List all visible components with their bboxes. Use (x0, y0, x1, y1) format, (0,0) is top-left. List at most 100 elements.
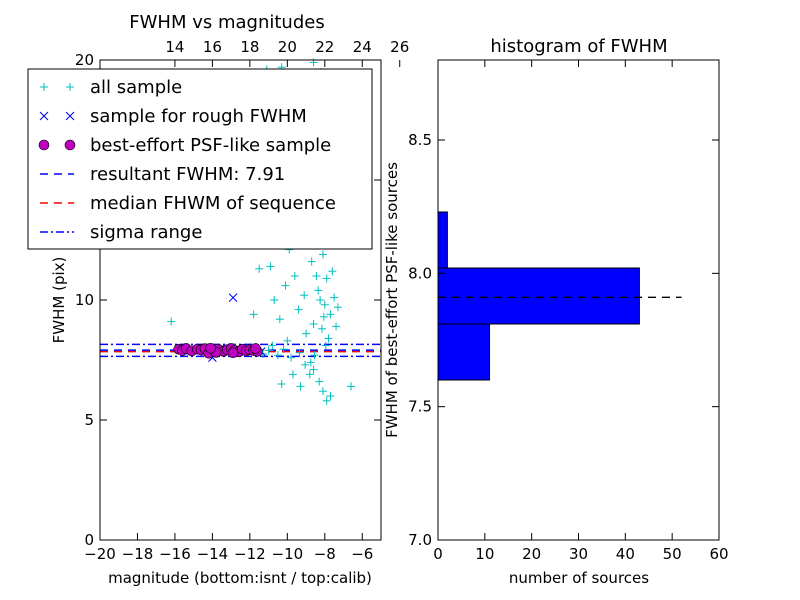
y-tick-label: 5 (84, 411, 94, 429)
all-sample-point (309, 320, 318, 328)
histogram-xlabel: number of sources (509, 569, 649, 587)
top-tick-label: 22 (315, 38, 334, 56)
all-sample-point (288, 370, 297, 379)
all-sample-point (264, 346, 273, 355)
histogram-ylabel: FWHM of best-effort PSF-like sources (383, 162, 401, 438)
hist-x-tick-label: 0 (433, 545, 443, 563)
all-sample-point (326, 392, 335, 400)
all-sample-point (281, 281, 290, 290)
legend: all sample sample for rough FWHM best-effo… (27, 68, 373, 250)
hist-y-tick-label: 8.5 (408, 131, 432, 149)
all-sample-point (312, 272, 321, 280)
legend-label: median FHWM of sequence (90, 193, 336, 214)
all-sample-point (302, 329, 311, 338)
legend-label: sigma range (90, 222, 202, 243)
all-sample-point (275, 315, 284, 324)
scatter-panel: −20−18−16−14−12−10−8−6 05101520 14161820… (27, 12, 409, 587)
hist-y-axis: 7.0 7.5 8.0 8.5 (408, 131, 719, 549)
x-tick-label: −16 (159, 545, 191, 563)
x-tick-label: −12 (234, 545, 266, 563)
all-sample-point (283, 336, 292, 345)
all-sample-point (306, 358, 315, 367)
histogram-bar (437, 211, 448, 269)
all-sample-point (321, 341, 330, 350)
legend-box (27, 68, 373, 250)
all-sample-point (255, 264, 264, 273)
all-sample-point (301, 360, 310, 369)
hist-x-axis: 0 10 20 30 40 50 60 (433, 60, 729, 563)
all-sample-point (317, 324, 326, 333)
legend-label: resultant FWHM: 7.91 (90, 164, 285, 185)
legend-entry: median FHWM of sequence (40, 193, 336, 214)
all-sample-point (249, 310, 258, 319)
scatter-xlabel: magnitude (bottom:isnt / top:calib) (108, 569, 372, 587)
x-tick-label: −20 (84, 545, 116, 563)
all-sample-point (318, 250, 327, 259)
top-tick-label: 20 (278, 38, 297, 56)
all-sample-point (322, 274, 331, 283)
all-sample-point (266, 262, 275, 271)
legend-label: best-effort PSF-like sample (90, 135, 331, 156)
hist-x-tick-label: 10 (475, 545, 494, 563)
histogram-bar (437, 323, 491, 381)
legend-label: all sample (90, 77, 182, 98)
psf-sample-point (205, 342, 216, 354)
all-sample-point (279, 345, 288, 354)
x-tick-label: −18 (122, 545, 154, 563)
scatter-title: FWHM vs magnitudes (129, 12, 324, 33)
x-tick-label: −8 (314, 545, 336, 563)
x-axis-bottom: −20 −18 −16 −14 −12 −10 −8 −6 (84, 533, 373, 563)
psf-sample-point (250, 343, 261, 354)
all-sample-point (300, 291, 309, 300)
all-sample-point (319, 312, 328, 321)
all-sample-point (347, 382, 356, 391)
histogram-title: histogram of FWHM (490, 36, 667, 57)
all-sample-point (268, 341, 277, 350)
all-sample-point (290, 272, 299, 280)
all-sample-point (310, 351, 319, 360)
legend-plus-marker (66, 83, 74, 91)
hist-y-tick-label: 8.0 (408, 264, 432, 282)
histogram-bar (437, 267, 640, 325)
x-tick-label: −6 (351, 545, 373, 563)
legend-x-marker (39, 111, 49, 121)
legend-entry: best-effort PSF-like sample (38, 135, 331, 156)
legend-label: sample for rough FWHM (90, 106, 307, 127)
top-tick-label: 18 (240, 38, 259, 56)
all-sample-point (333, 303, 342, 312)
hist-y-tick-label: 7.5 (408, 398, 432, 416)
all-sample-point (324, 334, 333, 343)
x-tick-label: −14 (197, 545, 229, 563)
all-sample-point (330, 293, 339, 302)
y-tick-label: 0 (84, 531, 94, 549)
all-sample-point (328, 267, 337, 276)
all-sample-point (270, 296, 279, 304)
top-tick-label: 24 (353, 38, 372, 56)
legend-entry: sample for rough FWHM (39, 106, 307, 127)
legend-entry: sigma range (40, 222, 202, 243)
legend-x-marker (65, 111, 75, 121)
scatter-ylabel: FWHM (pix) (50, 257, 68, 344)
all-sample-point (332, 322, 341, 331)
hist-x-tick-label: 50 (663, 545, 682, 563)
top-tick-label: 26 (390, 38, 409, 56)
legend-circle-marker (38, 139, 50, 151)
hist-x-tick-label: 30 (569, 545, 588, 563)
legend-entry: all sample (40, 77, 182, 98)
x-axis-top: 14 16 18 20 22 24 26 (165, 38, 409, 67)
all-sample-point (322, 396, 331, 405)
all-sample-point (316, 296, 325, 304)
top-tick-label: 14 (165, 38, 184, 56)
all-sample-point (315, 377, 324, 386)
y-tick-label: 10 (75, 291, 94, 309)
rough-sample-point (228, 293, 238, 302)
histogram-panel: 0 10 20 30 40 50 60 7.0 7.5 8.0 8.5 histogram of … (383, 36, 729, 587)
all-sample-point (277, 380, 286, 388)
all-sample-point (307, 257, 316, 266)
all-sample-point (294, 305, 303, 314)
y-tick-label: 20 (75, 51, 94, 69)
all-sample-point (318, 387, 327, 396)
x-tick-label: −10 (272, 545, 304, 563)
all-sample-point (320, 300, 329, 309)
